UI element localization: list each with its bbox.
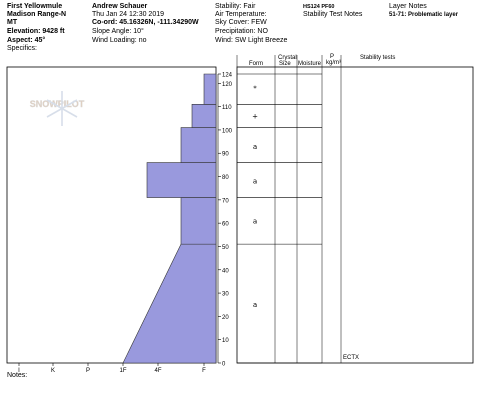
- svg-text:80: 80: [222, 175, 229, 181]
- grain-symbol-5: a: [253, 301, 257, 309]
- moisture-header: Moisture: [298, 61, 322, 67]
- y-tick-60: 60: [218, 222, 229, 228]
- y-tick-120: 120: [218, 82, 233, 88]
- svg-text:120: 120: [222, 82, 233, 88]
- y-tick-40: 40: [218, 268, 229, 274]
- hardness-axis: I K P 1F 4F F: [18, 363, 206, 374]
- elevation: Elevation: 9428 ft: [7, 28, 65, 35]
- svg-text:20: 20: [222, 315, 229, 321]
- grain-symbol-3: a: [253, 178, 257, 186]
- layer-notes-label: Layer Notes: [389, 3, 427, 10]
- svg-text:100: 100: [222, 128, 233, 134]
- stability-tests-header: Stability tests: [360, 55, 396, 61]
- wind: Wind: SW Light Breeze: [215, 37, 288, 44]
- snowpilot-watermark: SNOWPILOT: [30, 91, 85, 126]
- y-tick-70: 70: [218, 198, 229, 204]
- y-tick-0: 0: [218, 362, 226, 368]
- size-header: Size: [279, 61, 291, 67]
- x-tick-K: K: [51, 363, 55, 374]
- layer-boundaries: [237, 73, 322, 364]
- svg-text:1F: 1F: [119, 368, 126, 374]
- svg-text:10: 10: [222, 338, 229, 344]
- svg-text:30: 30: [222, 292, 229, 298]
- wind-loading: Wind Loading: no: [92, 37, 147, 44]
- svg-text:60: 60: [222, 222, 229, 228]
- state: MT: [7, 19, 18, 26]
- svg-text:110: 110: [222, 105, 232, 111]
- x-tick-F: F: [202, 363, 206, 374]
- notes-label: Notes:: [7, 372, 28, 379]
- air-temperature: Air Temperature:: [215, 11, 267, 18]
- observer: Andrew Schauer: [92, 3, 148, 10]
- form-header: Form: [249, 61, 263, 67]
- y-tick-100: 100: [218, 128, 233, 134]
- y-tick-90: 90: [218, 152, 229, 158]
- y-tick-50: 50: [218, 245, 229, 251]
- grain-forms: * + a a a a: [252, 84, 258, 309]
- svg-text:K: K: [51, 368, 55, 374]
- y-tick-124: 124: [218, 73, 233, 79]
- hardness-layer-3: [180, 127, 217, 163]
- hardness-layer-5: [203, 73, 217, 105]
- x-tick-4F: 4F: [154, 363, 162, 374]
- specifics: Specifics:: [7, 45, 37, 52]
- grain-symbol-1: +: [252, 112, 258, 120]
- y-tick-10: 10: [218, 338, 229, 344]
- stability-test-result: ECTX: [343, 355, 360, 361]
- hardness-layer-1: [180, 197, 217, 245]
- sky-cover: Sky Cover: FEW: [215, 19, 267, 26]
- stability: Stability: Fair: [215, 3, 256, 10]
- svg-text:70: 70: [222, 198, 229, 204]
- x-tick-1F: 1F: [119, 363, 127, 374]
- snowflake-icon: [46, 91, 78, 126]
- svg-text:90: 90: [222, 152, 229, 158]
- svg-text:I: I: [18, 368, 20, 374]
- y-tick-30: 30: [218, 292, 229, 298]
- x-tick-I: I: [18, 363, 20, 374]
- svg-text:F: F: [202, 368, 206, 374]
- precipitation: Precipitation: NO: [215, 28, 268, 35]
- y-tick-20: 20: [218, 315, 229, 321]
- svg-text:P: P: [86, 368, 90, 374]
- layer-note-1: 51-71: Problematic layer: [389, 12, 459, 18]
- hs-pf: HS124 PF60: [303, 4, 335, 10]
- y-tick-80: 80: [218, 175, 229, 181]
- hardness-layer-2: [146, 162, 217, 198]
- stability-test-notes-label: Stability Test Notes: [303, 11, 363, 18]
- hardness-profile: [122, 73, 217, 364]
- date: Thu Jan 24 12:30 2019: [92, 11, 165, 18]
- coordinates: Co-ord: 45.16326N, -111.34290W: [92, 19, 199, 26]
- layer-table-frame: [236, 66, 474, 364]
- hardness-layer-4: [191, 103, 217, 128]
- grain-symbol-4: a: [253, 217, 257, 225]
- svg-text:50: 50: [222, 245, 229, 251]
- y-tick-110: 110: [218, 105, 232, 111]
- svg-text:124: 124: [222, 73, 233, 79]
- grain-symbol-2: a: [253, 143, 257, 151]
- height-axis: 0 10 20 30 40 50 60 70 80 90 100 110 120 124: [217, 73, 233, 368]
- x-tick-P: P: [86, 363, 90, 374]
- svg-text:4F: 4F: [154, 368, 161, 374]
- svg-text:40: 40: [222, 268, 229, 274]
- site-name: First Yellowmule: [7, 3, 63, 10]
- crystal-header: Crystal: [278, 55, 297, 61]
- density-p-header: P: [330, 54, 335, 60]
- aspect: Aspect: 45°: [7, 37, 46, 44]
- density-units-header: kg/m³: [326, 60, 341, 66]
- hardness-layer-0: [122, 243, 217, 364]
- range-name: Madison Range-N: [7, 11, 67, 18]
- svg-text:0: 0: [222, 362, 226, 368]
- watermark-text: SNOWPILOT: [30, 99, 85, 109]
- slope-angle: Slope Angle: 10°: [92, 28, 144, 35]
- grain-symbol-0: *: [253, 84, 257, 92]
